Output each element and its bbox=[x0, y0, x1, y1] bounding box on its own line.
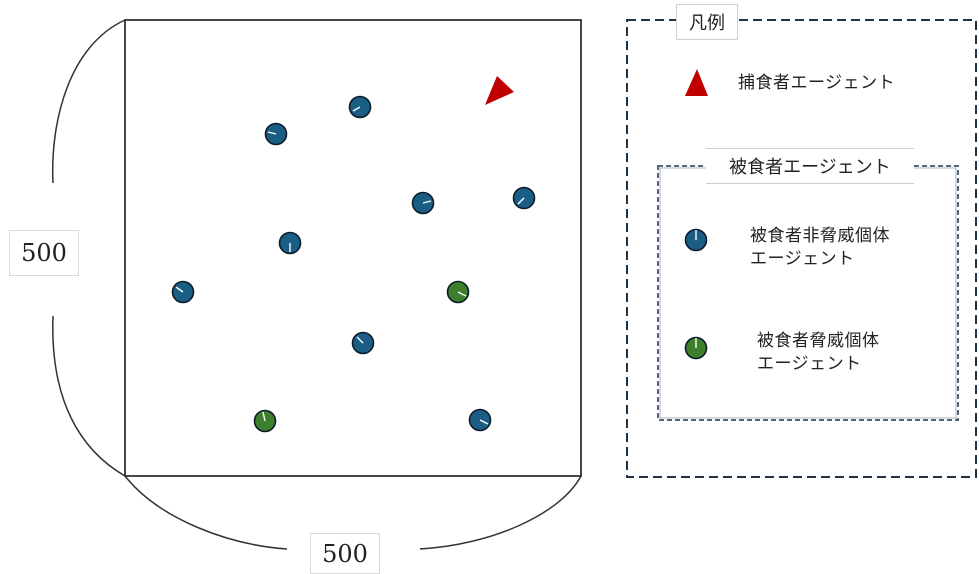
legend-frame bbox=[626, 19, 977, 478]
legend-non-threat-label-line2: エージェント bbox=[750, 249, 855, 269]
legend-non-threat-label-line1: 被食者非脅威個体 bbox=[750, 226, 890, 246]
prey-agents bbox=[171, 95, 536, 433]
prey-non-threat-agent bbox=[512, 186, 536, 210]
prey-non-threat-agent bbox=[351, 331, 375, 355]
height-brace-bottom bbox=[52, 315, 126, 477]
legend-predator-icon bbox=[685, 69, 708, 96]
height-label: 500 bbox=[9, 230, 79, 276]
prey-threat-agent bbox=[446, 280, 470, 304]
prey-non-threat-agent bbox=[278, 231, 302, 255]
prey-legend-frame-inner bbox=[659, 167, 957, 419]
prey-threat-agent bbox=[253, 409, 277, 433]
prey-legend-title: 被食者エージェント bbox=[706, 148, 914, 184]
height-brace-top bbox=[51, 19, 126, 184]
legend-title: 凡例 bbox=[676, 4, 738, 40]
legend-predator-label: 捕食者エージェント bbox=[738, 73, 896, 93]
prey-legend-frame bbox=[657, 165, 959, 421]
prey-non-threat-agent bbox=[348, 95, 372, 119]
prey-non-threat-agent bbox=[171, 280, 195, 304]
width-brace-right bbox=[419, 475, 582, 550]
prey-non-threat-agent bbox=[411, 191, 435, 215]
legend-threat-label-line1: 被食者脅威個体 bbox=[757, 331, 880, 351]
simulation-field bbox=[124, 19, 582, 477]
prey-non-threat-agent bbox=[264, 122, 288, 146]
legend-non-threat-icon bbox=[684, 228, 708, 252]
width-label: 500 bbox=[310, 533, 380, 574]
legend-threat-label-line2: エージェント bbox=[757, 354, 862, 374]
prey-non-threat-agent bbox=[468, 408, 492, 432]
legend-threat-icon bbox=[684, 336, 708, 360]
predator-agent bbox=[485, 76, 514, 105]
width-brace-left bbox=[124, 475, 288, 550]
